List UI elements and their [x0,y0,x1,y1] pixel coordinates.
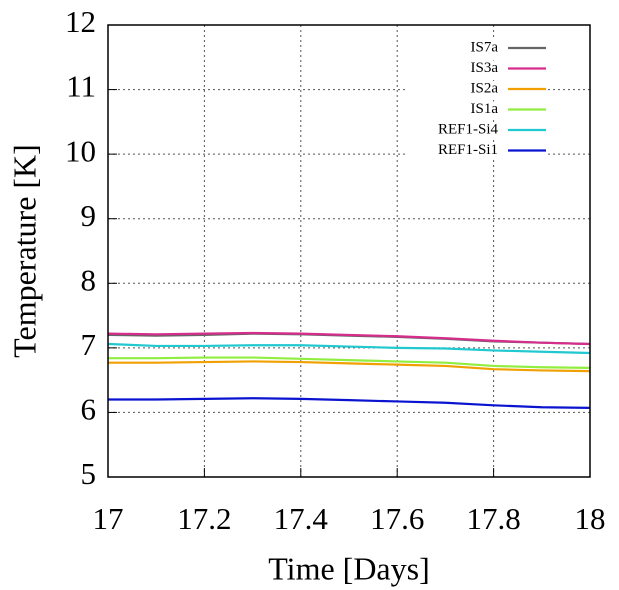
x-tick-label: 18 [575,501,606,536]
legend-label: REF1-Si4 [438,121,499,137]
legend-label: IS1a [471,101,499,117]
series-line [108,360,591,373]
legend-bg [408,122,548,139]
legend-bg [408,142,548,160]
y-tick-label: 5 [81,456,97,491]
series-line [108,397,591,410]
legend-bg [408,101,548,119]
series-line [108,356,591,369]
y-tick-label: 7 [81,327,97,362]
x-axis-label: Time [Days] [268,550,429,586]
x-tick-label: 17.6 [370,501,424,536]
series-line [107,331,591,346]
y-tick-label: 12 [65,4,96,39]
x-tick-label: 17.8 [466,501,520,536]
y-tick-label: 8 [81,262,97,297]
legend-label: IS3a [471,60,499,76]
series-line [107,342,591,355]
x-tick-label: 17 [93,501,124,536]
plot-frame [107,24,591,478]
legend-bg [408,81,548,98]
y-tick-label: 10 [65,133,96,168]
legend-bg [408,40,548,57]
x-tick-label: 17.4 [274,501,329,536]
x-tick-label: 17.2 [177,501,231,536]
y-tick-label: 6 [81,392,97,427]
legend-bg [408,60,548,78]
legend-label: REF1-Si1 [438,142,498,158]
legend-label: IS7a [471,39,499,55]
legend-label: IS2a [471,80,499,96]
y-tick-label: 11 [66,69,96,104]
y-tick-label: 9 [81,198,97,233]
y-axis-label: Temperature [K] [6,144,42,358]
